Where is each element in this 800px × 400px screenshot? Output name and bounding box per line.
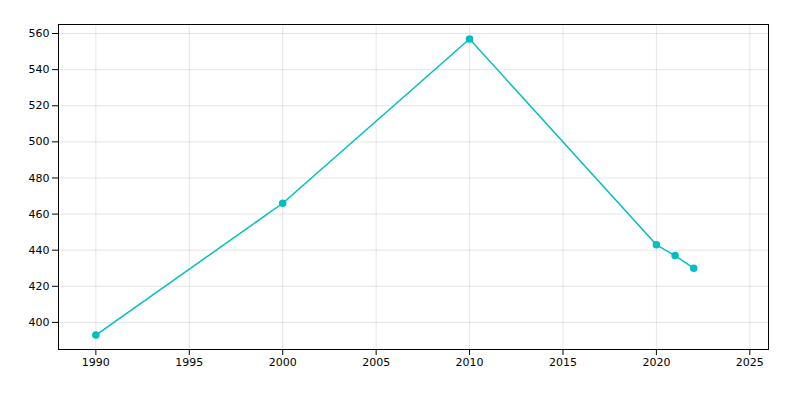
svg-text:1990: 1990 — [82, 356, 110, 369]
svg-text:2000: 2000 — [269, 356, 297, 369]
svg-text:560: 560 — [29, 27, 50, 40]
svg-text:2010: 2010 — [456, 356, 484, 369]
svg-text:520: 520 — [29, 99, 50, 112]
svg-text:2005: 2005 — [362, 356, 390, 369]
svg-text:500: 500 — [29, 135, 50, 148]
svg-text:2020: 2020 — [642, 356, 670, 369]
svg-text:440: 440 — [29, 244, 50, 257]
svg-text:1995: 1995 — [175, 356, 203, 369]
svg-text:460: 460 — [29, 208, 50, 221]
svg-text:420: 420 — [29, 280, 50, 293]
svg-text:540: 540 — [29, 63, 50, 76]
svg-text:2025: 2025 — [736, 356, 764, 369]
svg-text:400: 400 — [29, 316, 50, 329]
svg-text:480: 480 — [29, 171, 50, 184]
svg-text:2015: 2015 — [549, 356, 577, 369]
